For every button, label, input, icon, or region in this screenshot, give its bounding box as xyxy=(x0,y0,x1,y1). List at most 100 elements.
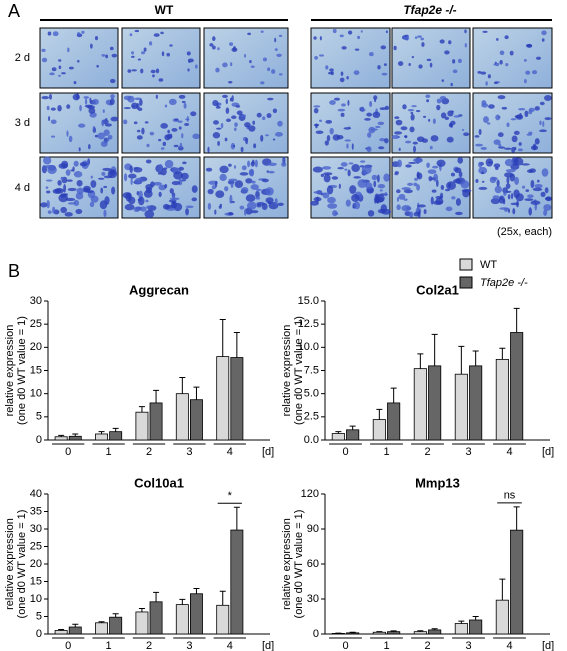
error-bar xyxy=(219,590,226,606)
cell xyxy=(426,162,430,168)
bar xyxy=(510,332,524,441)
cell xyxy=(162,203,170,210)
group-header: WT xyxy=(155,3,174,17)
cell xyxy=(530,179,535,189)
cell xyxy=(448,122,453,128)
annotation: ns xyxy=(504,490,516,502)
cell xyxy=(218,205,222,209)
cell xyxy=(377,209,386,214)
cell xyxy=(398,147,401,151)
cell xyxy=(131,55,135,58)
cell xyxy=(319,119,323,123)
cell xyxy=(160,147,165,150)
y-tick-label: 25 xyxy=(30,318,42,330)
cell xyxy=(260,81,265,85)
cell xyxy=(535,56,542,60)
cell xyxy=(512,208,516,215)
cell xyxy=(111,53,118,58)
cell xyxy=(436,104,441,111)
bar xyxy=(387,402,401,441)
cell xyxy=(272,108,278,114)
cell xyxy=(450,172,456,177)
cell xyxy=(172,202,175,205)
error-bar xyxy=(153,389,160,403)
cell xyxy=(365,182,373,190)
cell xyxy=(488,104,495,109)
cell xyxy=(101,119,105,127)
cell xyxy=(127,95,135,103)
cell xyxy=(136,190,139,196)
cell xyxy=(497,95,506,100)
cell xyxy=(408,161,417,164)
cell xyxy=(90,43,93,49)
cell xyxy=(84,98,88,105)
bar xyxy=(413,368,427,441)
cell xyxy=(234,127,237,132)
cell xyxy=(481,171,484,175)
cell xyxy=(530,145,539,151)
cell xyxy=(341,103,346,107)
cell xyxy=(421,138,428,143)
cell xyxy=(67,202,77,205)
x-tick-label: 4 xyxy=(506,640,512,651)
cell xyxy=(432,165,439,169)
cell xyxy=(483,116,489,124)
cell xyxy=(532,187,543,192)
cell xyxy=(236,110,243,116)
cell xyxy=(394,171,399,175)
chart-title: Mmp13 xyxy=(415,475,460,490)
cell xyxy=(224,137,228,142)
cell xyxy=(159,164,163,173)
x-tick-label: 2 xyxy=(424,640,430,651)
cell xyxy=(482,30,488,33)
cell xyxy=(534,106,540,111)
cell xyxy=(230,182,234,188)
cell xyxy=(228,178,238,182)
cell xyxy=(124,203,135,211)
cell xyxy=(377,183,386,189)
y-tick-label: 0.0 xyxy=(304,434,319,446)
cell xyxy=(480,146,487,150)
cell xyxy=(92,98,99,105)
cell xyxy=(327,203,338,209)
x-tick-label: 1 xyxy=(106,446,112,458)
cell xyxy=(212,132,221,139)
cell xyxy=(504,158,514,167)
error-bar xyxy=(376,631,383,633)
error-bar xyxy=(390,630,397,632)
cell xyxy=(432,118,436,124)
cell xyxy=(168,98,177,106)
cell xyxy=(78,123,86,128)
cell xyxy=(45,179,53,182)
cell xyxy=(129,165,133,174)
cell xyxy=(57,105,62,112)
cell xyxy=(123,119,128,125)
y-axis-label: (one d0 WT value = 1) xyxy=(293,316,305,425)
cell xyxy=(367,132,372,138)
bar xyxy=(428,629,442,635)
cell xyxy=(428,118,431,122)
x-tick-label: 4 xyxy=(227,446,233,458)
cell xyxy=(281,162,287,167)
cell xyxy=(375,194,385,203)
cell xyxy=(182,161,187,165)
cell xyxy=(527,194,534,199)
cell xyxy=(412,158,423,163)
cell xyxy=(457,157,464,164)
error-bar xyxy=(179,376,186,394)
cell xyxy=(144,121,149,124)
cell xyxy=(396,196,400,202)
cell xyxy=(89,201,95,208)
y-tick-label: 60 xyxy=(307,558,319,570)
cell xyxy=(240,146,244,153)
cell xyxy=(523,58,527,62)
cell xyxy=(172,194,176,203)
cell xyxy=(430,196,434,205)
cell xyxy=(435,195,443,200)
micrograph xyxy=(310,92,391,154)
cell xyxy=(359,165,365,168)
cell xyxy=(63,183,67,193)
cell xyxy=(252,159,255,165)
cell xyxy=(155,68,160,74)
cell xyxy=(261,203,268,211)
